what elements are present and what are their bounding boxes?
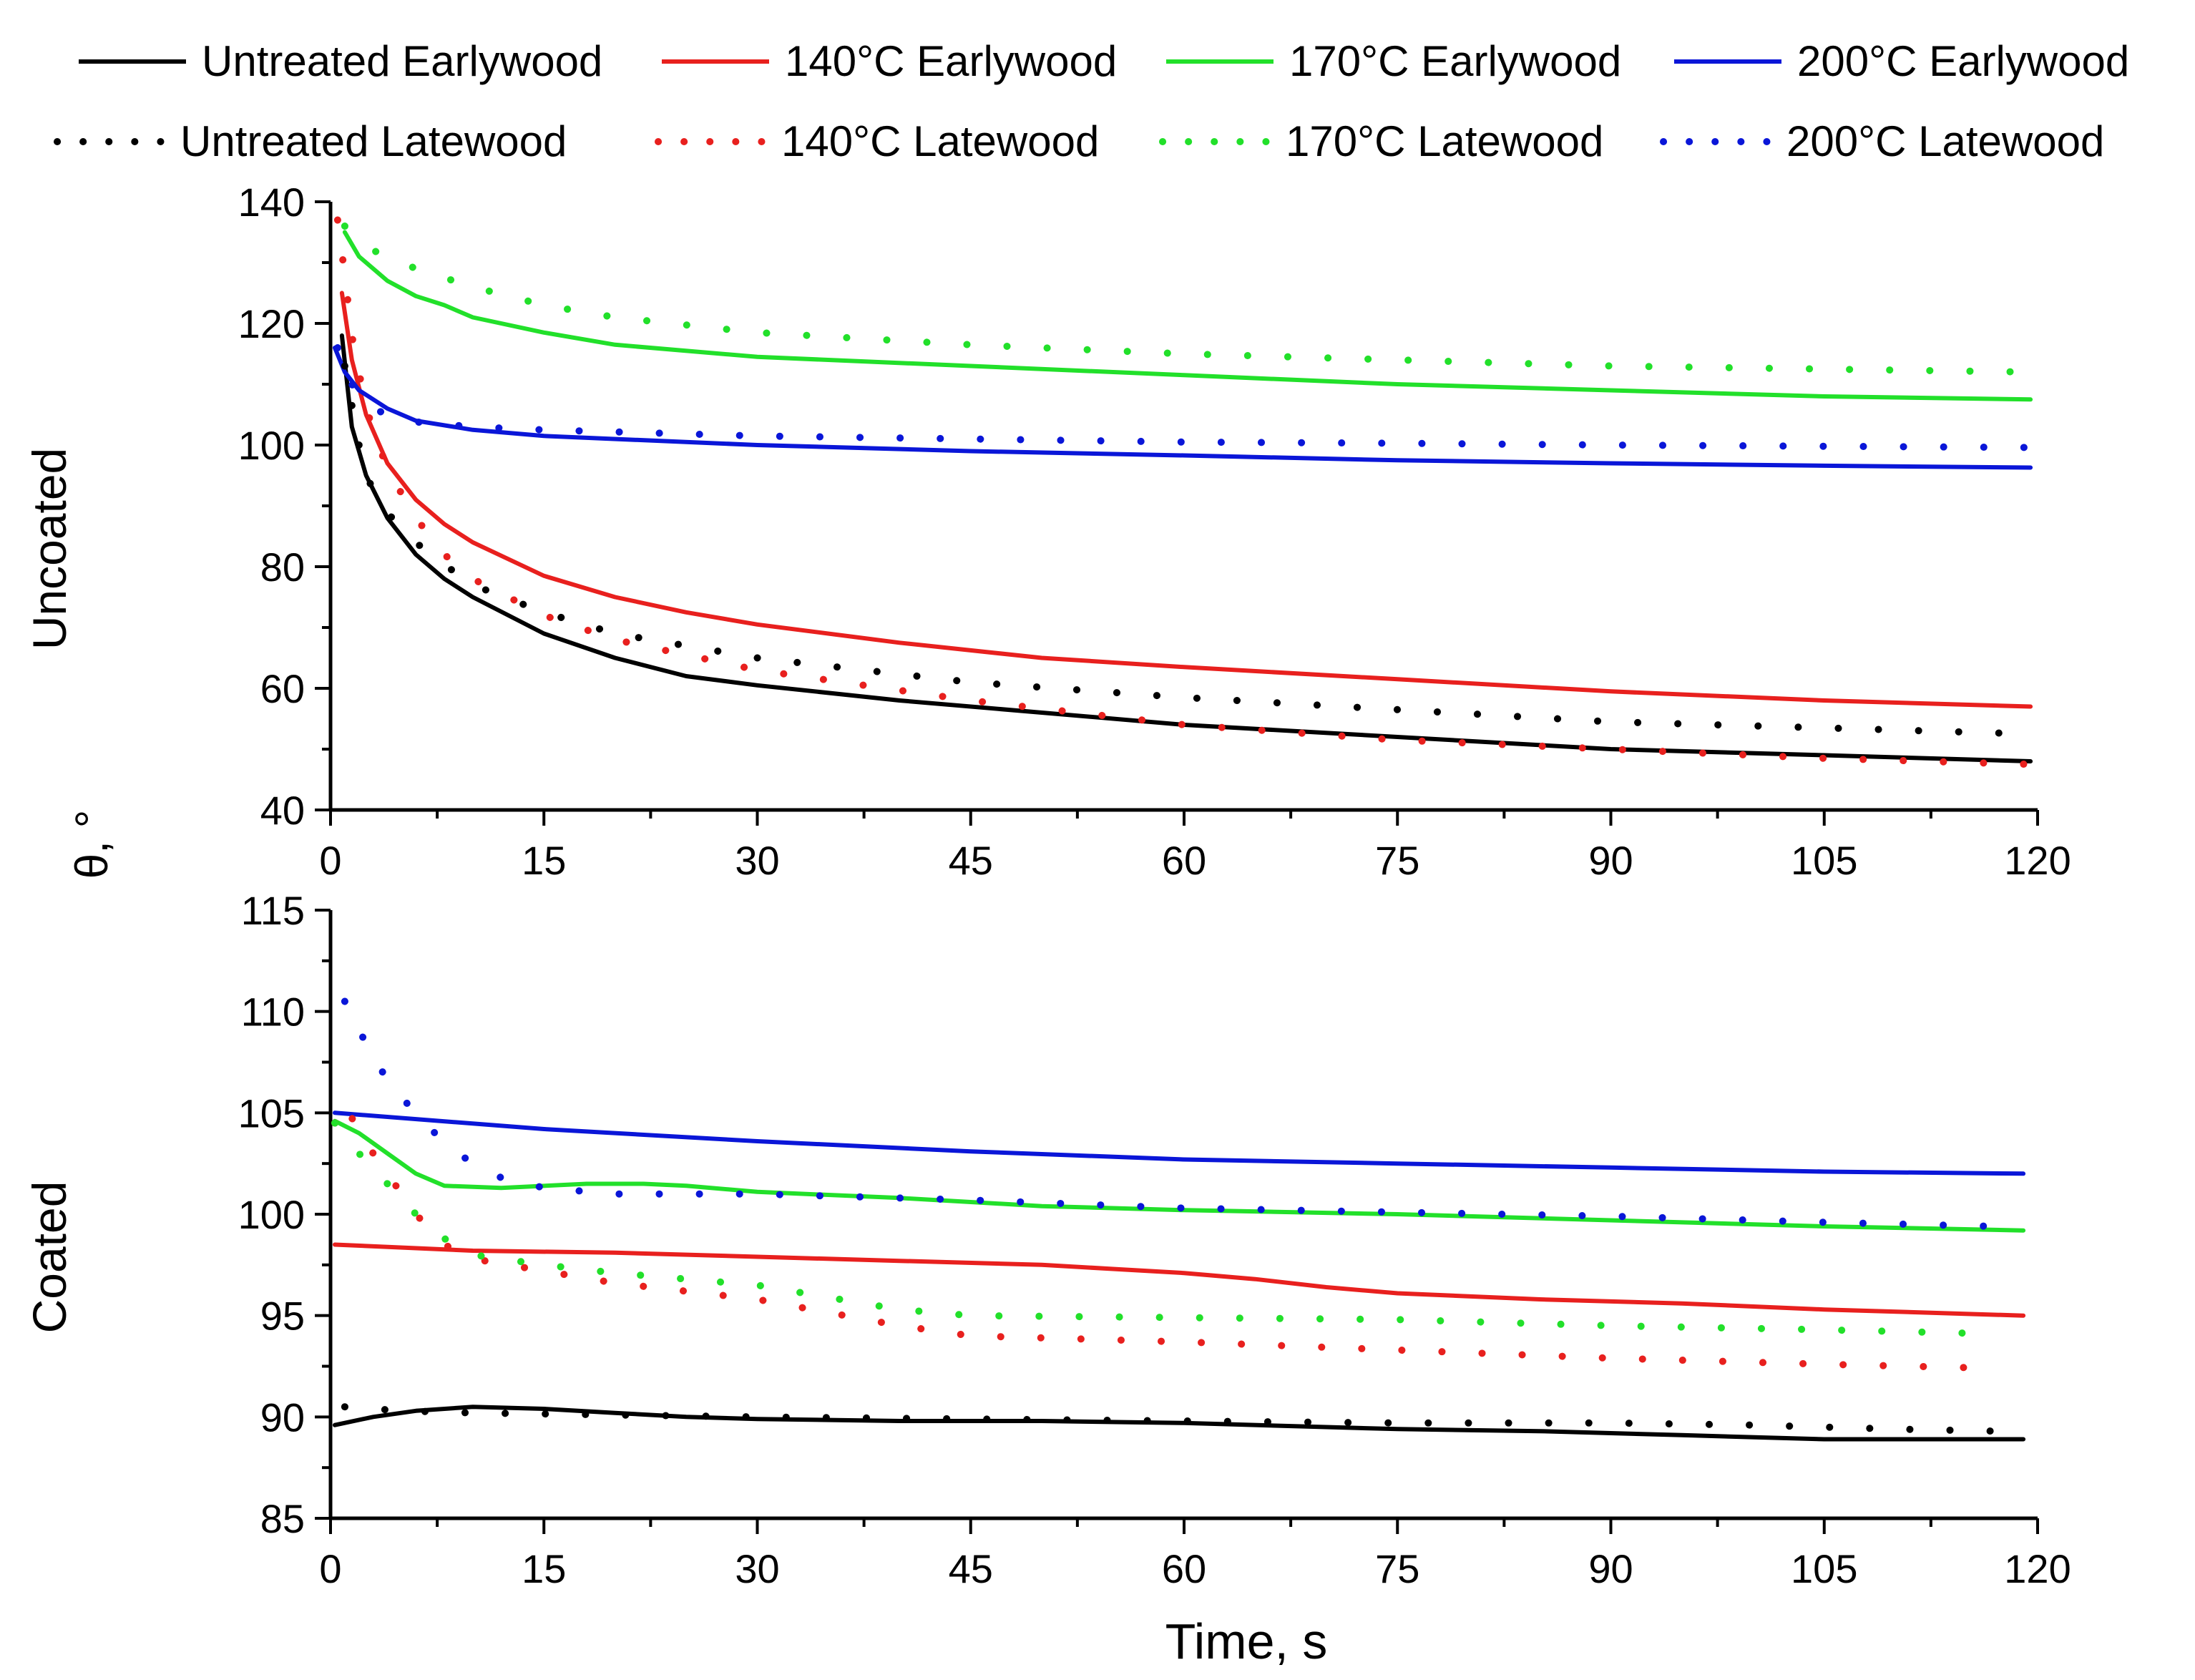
top-x-tick-label: 120 — [2004, 838, 2071, 883]
bottom-x-tick-label: 60 — [1162, 1546, 1206, 1591]
bottom-series-untreated-earlywood — [333, 1405, 2026, 1442]
legend-label-untreated-latewood: Untreated Latewood — [180, 117, 567, 165]
bottom-x-tick-label: 30 — [735, 1546, 779, 1591]
bottom-x-tick-label: 0 — [319, 1546, 341, 1591]
bottom-y-tick-label: 115 — [241, 888, 305, 933]
top-series-200c-earlywood — [333, 346, 2033, 470]
top-y-tick-label: 60 — [260, 666, 305, 711]
shared-y-axis-label: θ, ° — [66, 810, 117, 879]
legend: Untreated Earlywood 140°C Earlywood 170°C … — [54, 37, 2129, 165]
bottom-series-170c-latewood — [331, 1119, 1999, 1338]
top-series-untreated-earlywood — [339, 333, 2033, 763]
bottom-x-tick-label: 120 — [2004, 1546, 2071, 1591]
legend-label-170c-earlywood: 170°C Earlywood — [1289, 37, 1621, 85]
bottom-series-untreated-latewood — [341, 1403, 1999, 1435]
bottom-panel-label: Coated — [23, 1181, 76, 1334]
bottom-series-140c-earlywood — [333, 1242, 2026, 1318]
bottom-y-tick-label: 100 — [238, 1192, 305, 1237]
top-series-140c-earlywood — [339, 290, 2033, 709]
legend-label-200c-earlywood: 200°C Earlywood — [1797, 37, 2129, 85]
top-x-tick-label: 15 — [522, 838, 566, 883]
bottom-y-tick-label: 85 — [260, 1496, 305, 1541]
legend-label-140c-earlywood: 140°C Earlywood — [785, 37, 1117, 85]
bottom-x-tick-label: 105 — [1791, 1546, 1857, 1591]
bottom-x-tick-label: 75 — [1375, 1546, 1419, 1591]
bottom-y-tick-label: 105 — [238, 1090, 305, 1136]
top-series-170c-latewood — [341, 223, 2035, 376]
top-y-tick-label: 80 — [260, 544, 305, 590]
top-panel-label: Uncoated — [23, 448, 76, 650]
top-x-tick-label: 90 — [1588, 838, 1633, 883]
top-y-tick-label: 140 — [238, 180, 305, 225]
legend-label-170c-latewood: 170°C Latewood — [1286, 117, 1603, 165]
top-x-tick-label: 30 — [735, 838, 779, 883]
top-series-untreated-latewood — [341, 362, 2035, 738]
bottom-y-tick-label: 90 — [260, 1395, 305, 1440]
legend-label-untreated-earlywood: Untreated Earlywood — [202, 37, 602, 85]
coated-panel: 85 90 95 100 105 110 115 0 15 30 45 60 75 90 105 120 Coa… — [23, 888, 2071, 1591]
bottom-series-140c-latewood — [331, 1099, 1999, 1372]
top-x-tick-label: 45 — [949, 838, 993, 883]
bottom-series-170c-earlywood — [333, 1118, 2026, 1233]
top-series-140c-latewood — [333, 216, 2035, 768]
top-x-tick-label: 0 — [319, 838, 341, 883]
top-series-200c-latewood — [333, 344, 2035, 451]
bottom-x-tick-label: 15 — [522, 1546, 566, 1591]
bottom-x-tick-label: 90 — [1588, 1546, 1633, 1591]
bottom-series-200c-earlywood — [333, 1110, 2026, 1176]
bottom-y-tick-label: 110 — [241, 990, 305, 1035]
top-y-tick-label: 120 — [238, 301, 305, 346]
bottom-x-tick-label: 45 — [949, 1546, 993, 1591]
top-y-tick-label: 100 — [238, 423, 305, 468]
top-y-tick-label: 40 — [260, 788, 305, 833]
legend-label-140c-latewood: 140°C Latewood — [781, 117, 1099, 165]
x-axis-label: Time, s — [1165, 1613, 1328, 1669]
top-x-tick-label: 60 — [1162, 838, 1206, 883]
top-series-170c-earlywood — [342, 230, 2033, 402]
bottom-y-tick-label: 95 — [260, 1294, 305, 1339]
top-x-tick-label: 75 — [1375, 838, 1419, 883]
bottom-series-200c-latewood — [341, 997, 1999, 1230]
legend-label-200c-latewood: 200°C Latewood — [1786, 117, 2104, 165]
uncoated-panel: 40 60 80 100 120 140 0 15 30 45 60 75 90 105 120 Uncoat… — [23, 180, 2071, 883]
top-x-tick-label: 105 — [1791, 838, 1857, 883]
